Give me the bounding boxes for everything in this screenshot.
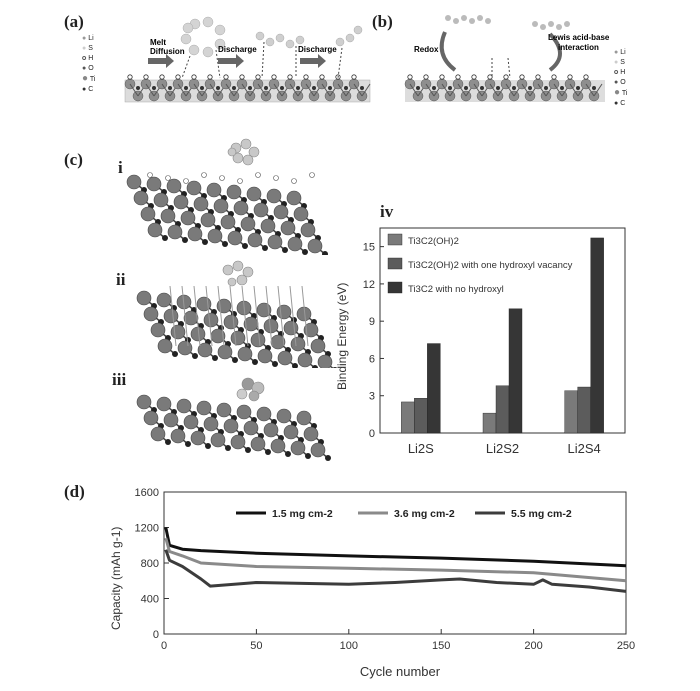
- binding-energy-chart: Binding Energy (eV) 0 3 6 9 12 15 Li2S Li2S2 Li2…: [335, 227, 626, 456]
- bar-ytick-label: 6: [369, 353, 375, 365]
- bar-legend-label: Ti3C2(OH)2: [408, 236, 459, 247]
- short-chain: [335, 25, 363, 47]
- lewis-label-2: interaction: [558, 43, 599, 52]
- lewis-label-1: Lewis acid-base: [548, 33, 610, 42]
- adsorbate: [236, 377, 265, 402]
- panel-c-letter: (c): [64, 150, 83, 169]
- subpanel-iv-label: iv: [380, 202, 394, 221]
- line-ylabel: Capacity (mAh g-1): [109, 527, 123, 630]
- line-xlabel: Cycle number: [360, 664, 441, 679]
- atom-legend-ti: ● Ti: [82, 73, 96, 84]
- bar-category-label: Li2S4: [568, 441, 601, 456]
- step-label-discharge-1: Discharge: [218, 45, 257, 54]
- atom-lattice: [136, 394, 331, 461]
- binding-energy-bar: [427, 343, 441, 434]
- bar-legend-label: Ti3C2(OH)2 with one hydroxyl vacancy: [408, 260, 573, 271]
- binding-energy-bar: [590, 237, 604, 434]
- line-ytick-label: 800: [141, 558, 159, 570]
- bar-ytick-label: 9: [369, 316, 375, 328]
- subpanel-ii-label: ii: [116, 270, 126, 289]
- line-ytick-label: 0: [153, 629, 159, 641]
- atom-lattice: [126, 174, 328, 255]
- atom-legend-o: ● O: [82, 65, 94, 72]
- capacity-series-line: [164, 549, 627, 593]
- curved-arrows: [439, 31, 562, 72]
- atom-legend-s: ● S: [82, 45, 93, 52]
- line-ytick-label: 1600: [135, 487, 159, 499]
- redox-label: Redox: [414, 45, 439, 54]
- binding-energy-bar: [495, 385, 510, 434]
- capacity-series-line: [164, 527, 627, 568]
- binding-energy-bar: [564, 390, 578, 434]
- bar-legend-label: Ti3C2 with no hydroxyl: [408, 284, 504, 295]
- panel-d-letter: (d): [64, 482, 85, 501]
- atom-legend-li: ● Li: [614, 49, 626, 56]
- line-xtick-label: 50: [250, 640, 262, 652]
- bar-ytick-label: 3: [369, 391, 375, 403]
- line-ytick-label: 1200: [135, 523, 159, 535]
- line-xtick-label: 150: [432, 640, 450, 652]
- bar-ylabel: Binding Energy (eV): [335, 283, 349, 390]
- bar-legend-swatch: [387, 281, 403, 294]
- line-ytick-label: 400: [141, 594, 159, 606]
- bar-ytick-label: 15: [363, 242, 375, 254]
- bar-legend-swatch: [387, 233, 403, 246]
- atom-legend-c: ● C: [82, 86, 94, 93]
- atom-legend-h: ● H: [81, 55, 94, 63]
- step-label-diffusion: Diffusion: [150, 47, 185, 56]
- step-label-melt: Melt: [150, 38, 166, 47]
- adsorbate: [222, 260, 254, 287]
- atom-legend-c: ● C: [614, 100, 626, 107]
- line-legend-label: 3.6 mg cm-2: [394, 508, 455, 520]
- bar-category-label: Li2S2: [486, 441, 519, 456]
- line-xtick-label: 100: [340, 640, 358, 652]
- top-chain-left: [445, 15, 491, 24]
- top-chain-right: [532, 21, 570, 30]
- line-legend-label: 5.5 mg cm-2: [511, 508, 572, 520]
- binding-energy-bar: [577, 386, 591, 434]
- binding-energy-bar: [401, 401, 415, 434]
- binding-energy-bar: [482, 412, 497, 434]
- panel-a-schematic: Melt Diffusion Discharge Discharge: [124, 16, 371, 103]
- s8-ring: [180, 16, 226, 58]
- bar-category-label: Li2S: [408, 441, 434, 456]
- line-xtick-label: 250: [617, 640, 635, 652]
- line-xtick-label: 0: [161, 640, 167, 652]
- step-arrows: [148, 54, 326, 68]
- capacity-series-line: [164, 537, 627, 583]
- atom-legend-s: ● S: [614, 59, 625, 66]
- line-legend-label: 1.5 mg cm-2: [272, 508, 333, 520]
- subpanel-i-label: i: [118, 158, 123, 177]
- structure-ii: [136, 260, 338, 368]
- panel-b-schematic: Redox Lewis acid-base interaction: [404, 15, 610, 102]
- atom-legend-li: ● Li: [82, 35, 94, 42]
- binding-energy-bar: [414, 398, 428, 434]
- adsorbate: [227, 138, 260, 166]
- atom-legend-ti: ● Ti: [614, 87, 628, 98]
- binding-energy-bar: [508, 308, 523, 434]
- bar-ytick-label: 0: [369, 428, 375, 440]
- atom-legend-o: ● O: [614, 79, 626, 86]
- polysulfide-chain: [255, 31, 305, 49]
- bar-ytick-label: 12: [363, 279, 375, 291]
- panel-b-atom-legend: ● Li ● S ● H ● O ● Ti ● C: [613, 48, 628, 109]
- atom-legend-h: ● H: [613, 69, 626, 77]
- structure-iii: [136, 377, 331, 461]
- atom-lattice: [136, 290, 338, 368]
- panel-a-letter: (a): [64, 12, 84, 31]
- panel-a-atom-legend: ● Li ● S ● H ● O ● Ti ● C: [81, 34, 96, 95]
- capacity-chart: Capacity (mAh g-1) Cycle number 0 400 800 1…: [109, 487, 635, 679]
- subpanel-iii-label: iii: [112, 370, 127, 389]
- panel-b-letter: (b): [372, 12, 393, 31]
- structure-i: [126, 138, 328, 255]
- step-label-discharge-2: Discharge: [298, 45, 337, 54]
- bar-legend-swatch: [387, 257, 403, 270]
- line-xtick-label: 200: [524, 640, 542, 652]
